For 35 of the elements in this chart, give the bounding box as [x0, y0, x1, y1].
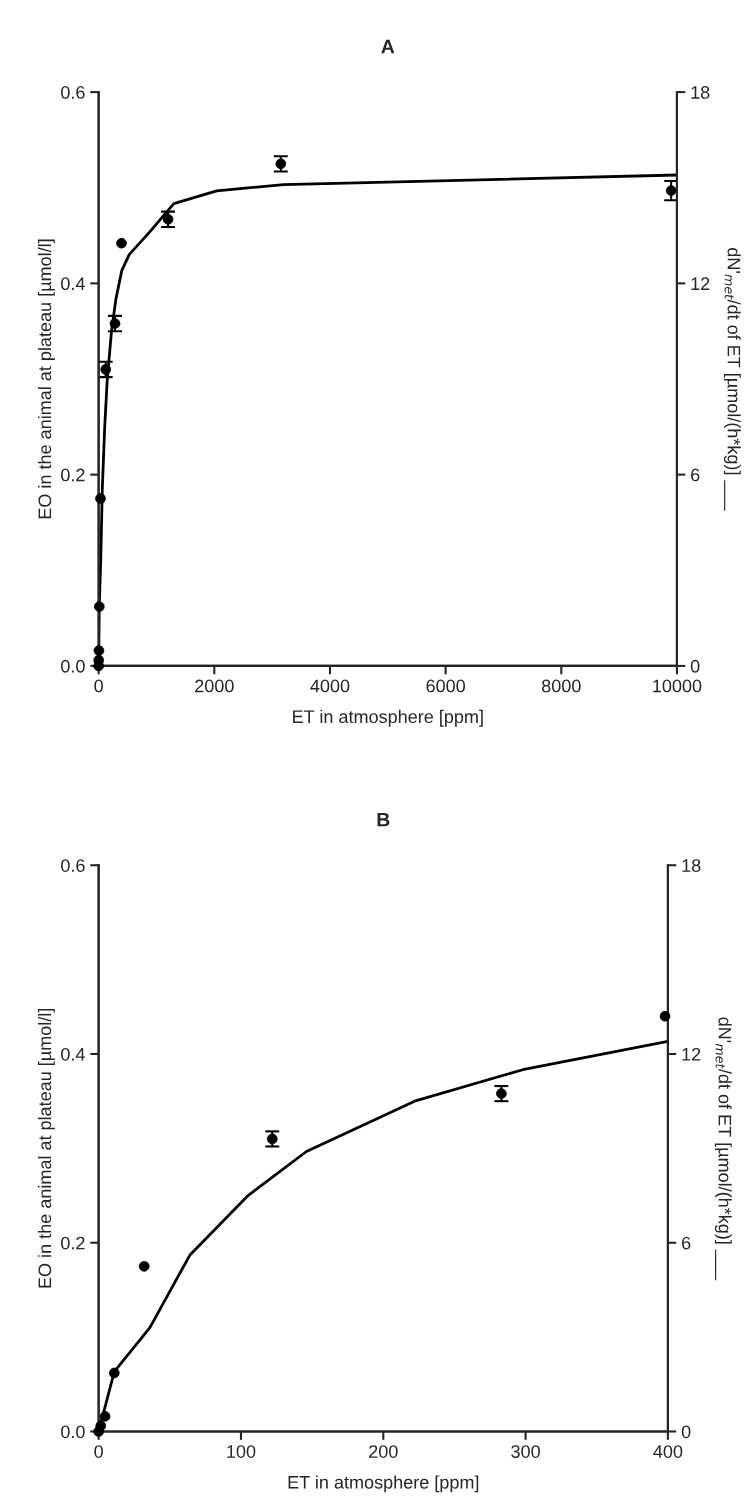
chart-title: B [377, 812, 390, 827]
x-axis-title: ET in atmosphere [ppm] [288, 1475, 479, 1493]
y2-tick-label: 0 [681, 1425, 691, 1439]
x-tick-label: 8000 [541, 679, 581, 693]
y2-tick-label: 6 [682, 1236, 691, 1250]
x-tick-label: 0 [94, 1445, 103, 1458]
y-tick-label: 0.2 [61, 468, 85, 482]
x-tick-label: 4000 [310, 679, 350, 693]
y2-tick-label: 6 [691, 468, 700, 482]
y2-tick-label: 12 [682, 1047, 701, 1061]
y-tick-label: 0.2 [61, 1236, 85, 1250]
y2-tick-label: 12 [691, 277, 710, 290]
y-tick-label: 0.6 [61, 86, 85, 99]
y2-tick-label: 18 [682, 859, 701, 872]
x-tick-label: 10000 [653, 679, 702, 693]
y-tick-label: 0.6 [61, 859, 85, 872]
chart-title: A [381, 39, 395, 54]
x-tick-label: 6000 [426, 679, 465, 693]
x-axis-title: ET in atmosphere [ppm] [293, 709, 483, 727]
x-tick-label: 0 [94, 679, 103, 693]
y2-tick-label: 0 [690, 659, 700, 673]
y2-axis-title: dN'$_{met}$/dt of ET [µmol/(h*kg)] ___ [714, 1017, 732, 1281]
y-tick-label: 0.4 [61, 277, 85, 291]
x-tick-label: 200 [369, 1445, 398, 1458]
x-tick-label: 300 [511, 1445, 540, 1458]
y2-tick-label: 18 [691, 86, 710, 99]
x-tick-label: 2000 [195, 679, 234, 693]
y-tick-label: 0.0 [61, 659, 85, 673]
y-tick-label: 0.0 [61, 1425, 85, 1439]
y2-axis-title: dN'$_{met}$/dt of ET [µmol/(h*kg)] ___ [723, 248, 741, 511]
y-tick-label: 0.4 [61, 1047, 85, 1061]
x-tick-label: 400 [653, 1445, 683, 1458]
y-axis-title: EO in the animal at plateau [µmol/l] [37, 239, 55, 519]
y-axis-title: EO in the animal at plateau [µmol/l] [37, 1008, 55, 1288]
x-tick-label: 100 [227, 1445, 256, 1458]
